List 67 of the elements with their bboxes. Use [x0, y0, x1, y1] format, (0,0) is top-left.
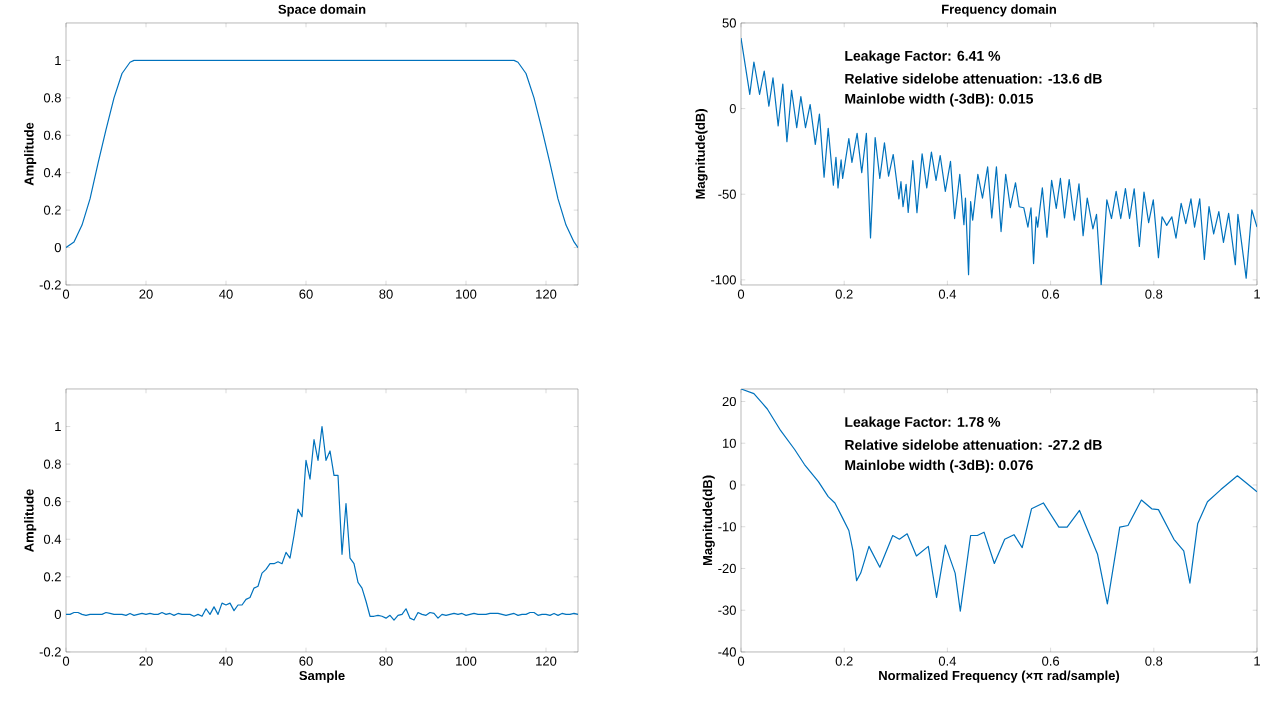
y-axis-title: Amplitude — [24, 122, 37, 186]
annotation: Relative sidelobe attenuation: -27.2 dB — [845, 439, 1102, 450]
y-tick-label: -30 — [718, 605, 736, 615]
y-tick-label: 0 — [729, 104, 736, 114]
x-tick-label: 0 — [62, 656, 70, 666]
x-tick-label: 40 — [219, 289, 233, 299]
y-tick-label: 1 — [55, 422, 61, 432]
x-tick-label: 0 — [62, 289, 70, 299]
x-axis-title: Normalized Frequency (×π rad/sample) — [879, 670, 1120, 683]
x-tick-label: 120 — [536, 656, 557, 666]
y-tick-label: -40 — [718, 647, 736, 657]
y-tick-label: 0 — [54, 242, 61, 253]
y-tick-label: -100 — [711, 275, 736, 285]
y-tick-label: 20 — [722, 396, 736, 407]
y-tick-label: -0.2 — [39, 280, 61, 290]
y-axis-title: Magnitude(dB) — [702, 475, 715, 566]
y-tick-label: 0.8 — [43, 459, 61, 469]
annotation: Mainlobe width (-3dB): 0.076 — [845, 459, 1033, 473]
annotation: Leakage Factor: 1.78 % — [845, 416, 1001, 430]
x-tick-label: 0.8 — [1145, 289, 1163, 299]
x-tick-label: 80 — [379, 656, 393, 666]
x-tick-label: 0.6 — [1042, 656, 1060, 666]
line-series — [741, 389, 1257, 612]
y-tick-label: -0.2 — [39, 647, 61, 657]
y-tick-label: 0.4 — [43, 168, 62, 178]
y-tick-label: 0.6 — [43, 497, 61, 507]
line-series — [66, 59, 579, 249]
x-tick-label: 0 — [737, 289, 745, 299]
y-tick-label: 50 — [722, 18, 736, 28]
x-tick-label: 0.2 — [835, 289, 853, 299]
x-tick-label: 1 — [1254, 656, 1260, 666]
x-tick-label: 120 — [536, 289, 557, 299]
x-tick-label: 60 — [299, 656, 313, 666]
annotation: Relative sidelobe attenuation: -13.6 dB — [845, 73, 1102, 84]
x-tick-label: 60 — [299, 289, 313, 299]
y-tick-label: 0.2 — [43, 205, 61, 215]
x-tick-label: 0.2 — [835, 656, 853, 666]
x-axis-title: Sample — [299, 670, 345, 683]
y-tick-label: -10 — [718, 522, 736, 532]
x-tick-label: 100 — [456, 289, 477, 299]
y-tick-label: 0.2 — [43, 572, 61, 582]
y-tick-label: 0.4 — [43, 534, 62, 544]
y-tick-label: -20 — [718, 563, 736, 574]
x-tick-label: 40 — [219, 656, 233, 666]
y-tick-label: 10 — [723, 438, 736, 448]
x-tick-label: 100 — [456, 656, 477, 666]
y-tick-label: 0 — [729, 480, 736, 490]
x-tick-label: 20 — [139, 289, 153, 299]
y-tick-label: 0 — [54, 609, 61, 620]
x-tick-label: 0 — [737, 656, 745, 666]
y-tick-label: 1 — [55, 55, 61, 65]
y-tick-label: -50 — [718, 189, 736, 199]
y-axis-title: Amplitude — [24, 489, 37, 552]
x-tick-label: 0.8 — [1145, 656, 1163, 666]
x-tick-label: 0.4 — [938, 656, 957, 666]
x-tick-label: 80 — [379, 289, 393, 299]
annotation: Leakage Factor: 6.41 % — [845, 50, 1001, 64]
annotation: Mainlobe width (-3dB): 0.015 — [845, 93, 1034, 107]
x-tick-label: 0.4 — [938, 289, 957, 299]
y-tick-label: 0.8 — [43, 93, 61, 103]
y-tick-label: 0.6 — [43, 130, 61, 140]
x-tick-label: 1 — [1254, 289, 1260, 299]
y-axis-title: Magnitude(dB) — [695, 109, 708, 199]
x-tick-label: 0.6 — [1042, 289, 1060, 299]
x-tick-label: 20 — [139, 656, 153, 666]
chart-title: Space domain — [278, 4, 366, 17]
chart-title: Frequency domain — [942, 4, 1056, 17]
